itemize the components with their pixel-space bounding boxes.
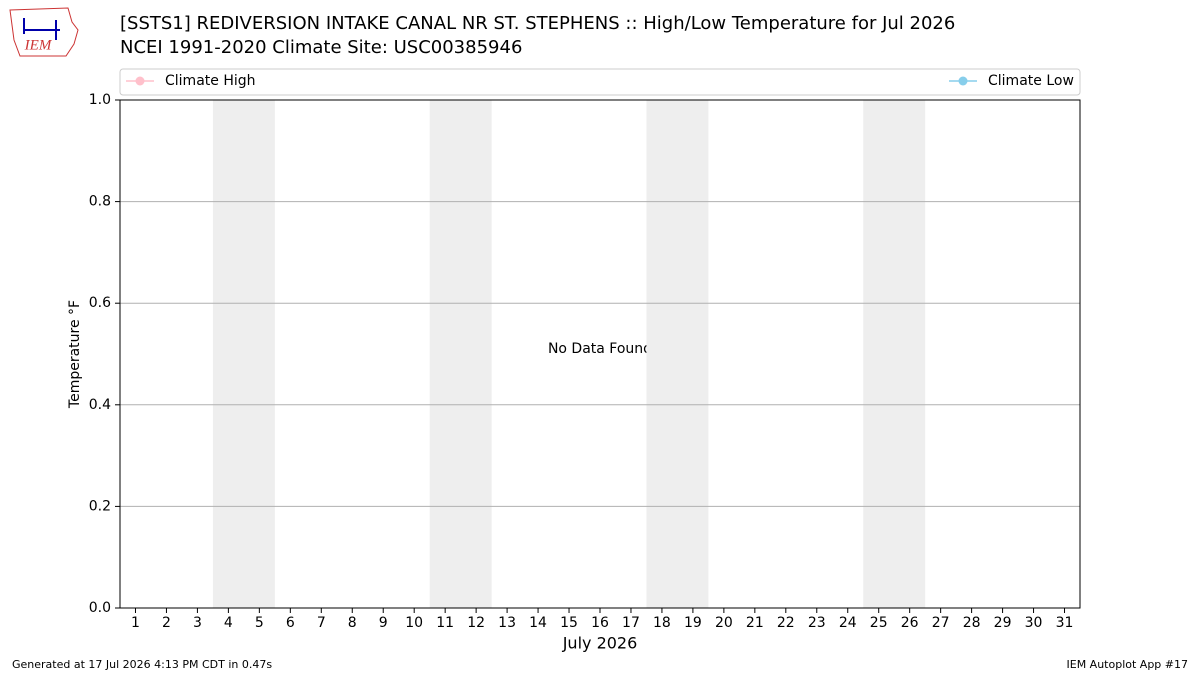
legend-marker: [958, 76, 968, 86]
x-tick-label: 12: [467, 615, 485, 631]
x-axis-label: July 2026: [562, 634, 638, 653]
x-tick-label: 31: [1056, 615, 1074, 631]
x-tick-label: 8: [348, 615, 357, 631]
footer-left: Generated at 17 Jul 2026 4:13 PM CDT in …: [12, 658, 272, 671]
x-tick-label: 6: [286, 615, 295, 631]
x-tick-label: 17: [622, 615, 640, 631]
x-tick-label: 10: [405, 615, 423, 631]
y-tick-label: 0.8: [89, 194, 111, 210]
x-tick-label: 3: [193, 615, 202, 631]
weekend-band: [646, 100, 709, 608]
x-tick-label: 30: [1025, 615, 1043, 631]
x-tick-label: 21: [746, 615, 764, 631]
x-tick-label: 5: [255, 615, 264, 631]
x-tick-label: 26: [901, 615, 919, 631]
legend-label: Climate High: [165, 73, 256, 89]
x-tick-label: 14: [529, 615, 547, 631]
x-tick-label: 29: [994, 615, 1012, 631]
weekend-band: [212, 100, 275, 608]
x-tick-label: 4: [224, 615, 233, 631]
x-tick-label: 2: [162, 615, 171, 631]
x-tick-label: 1: [131, 615, 140, 631]
y-tick-label: 0.4: [89, 397, 111, 413]
x-tick-label: 7: [317, 615, 326, 631]
legend-box: [119, 68, 1081, 96]
chart-title: [SSTS1] REDIVERSION INTAKE CANAL NR ST. …: [120, 13, 955, 34]
x-tick-label: 13: [498, 615, 516, 631]
footer-right: IEM Autoplot App #17: [1067, 658, 1189, 671]
x-tick-label: 23: [808, 615, 826, 631]
legend-marker: [135, 76, 145, 86]
x-tick-label: 16: [591, 615, 609, 631]
plot-frame: [119, 99, 1081, 609]
y-tick-label: 0.2: [89, 498, 111, 514]
annotation: No Data Found: [548, 341, 652, 357]
x-tick-label: 19: [684, 615, 702, 631]
y-tick-label: 1.0: [89, 92, 111, 108]
logo: IEM: [9, 7, 79, 57]
weekend-band: [429, 100, 492, 608]
x-tick-label: 15: [560, 615, 578, 631]
x-tick-label: 9: [379, 615, 388, 631]
y-tick-label: 0.6: [89, 295, 111, 311]
weekend-band: [863, 100, 926, 608]
legend-label: Climate Low: [988, 73, 1074, 89]
logo-text: IEM: [24, 37, 53, 53]
x-tick-label: 24: [839, 615, 857, 631]
x-tick-label: 11: [436, 615, 454, 631]
x-tick-label: 25: [870, 615, 888, 631]
x-tick-label: 28: [963, 615, 981, 631]
x-tick-label: 27: [932, 615, 950, 631]
y-tick-label: 0.0: [89, 600, 111, 616]
logo-outline: [9, 7, 79, 57]
x-tick-label: 22: [777, 615, 795, 631]
x-tick-label: 18: [653, 615, 671, 631]
y-axis-label: Temperature °F: [67, 300, 83, 409]
chart-subtitle: NCEI 1991-2020 Climate Site: USC00385946: [120, 37, 522, 58]
x-tick-label: 20: [715, 615, 733, 631]
